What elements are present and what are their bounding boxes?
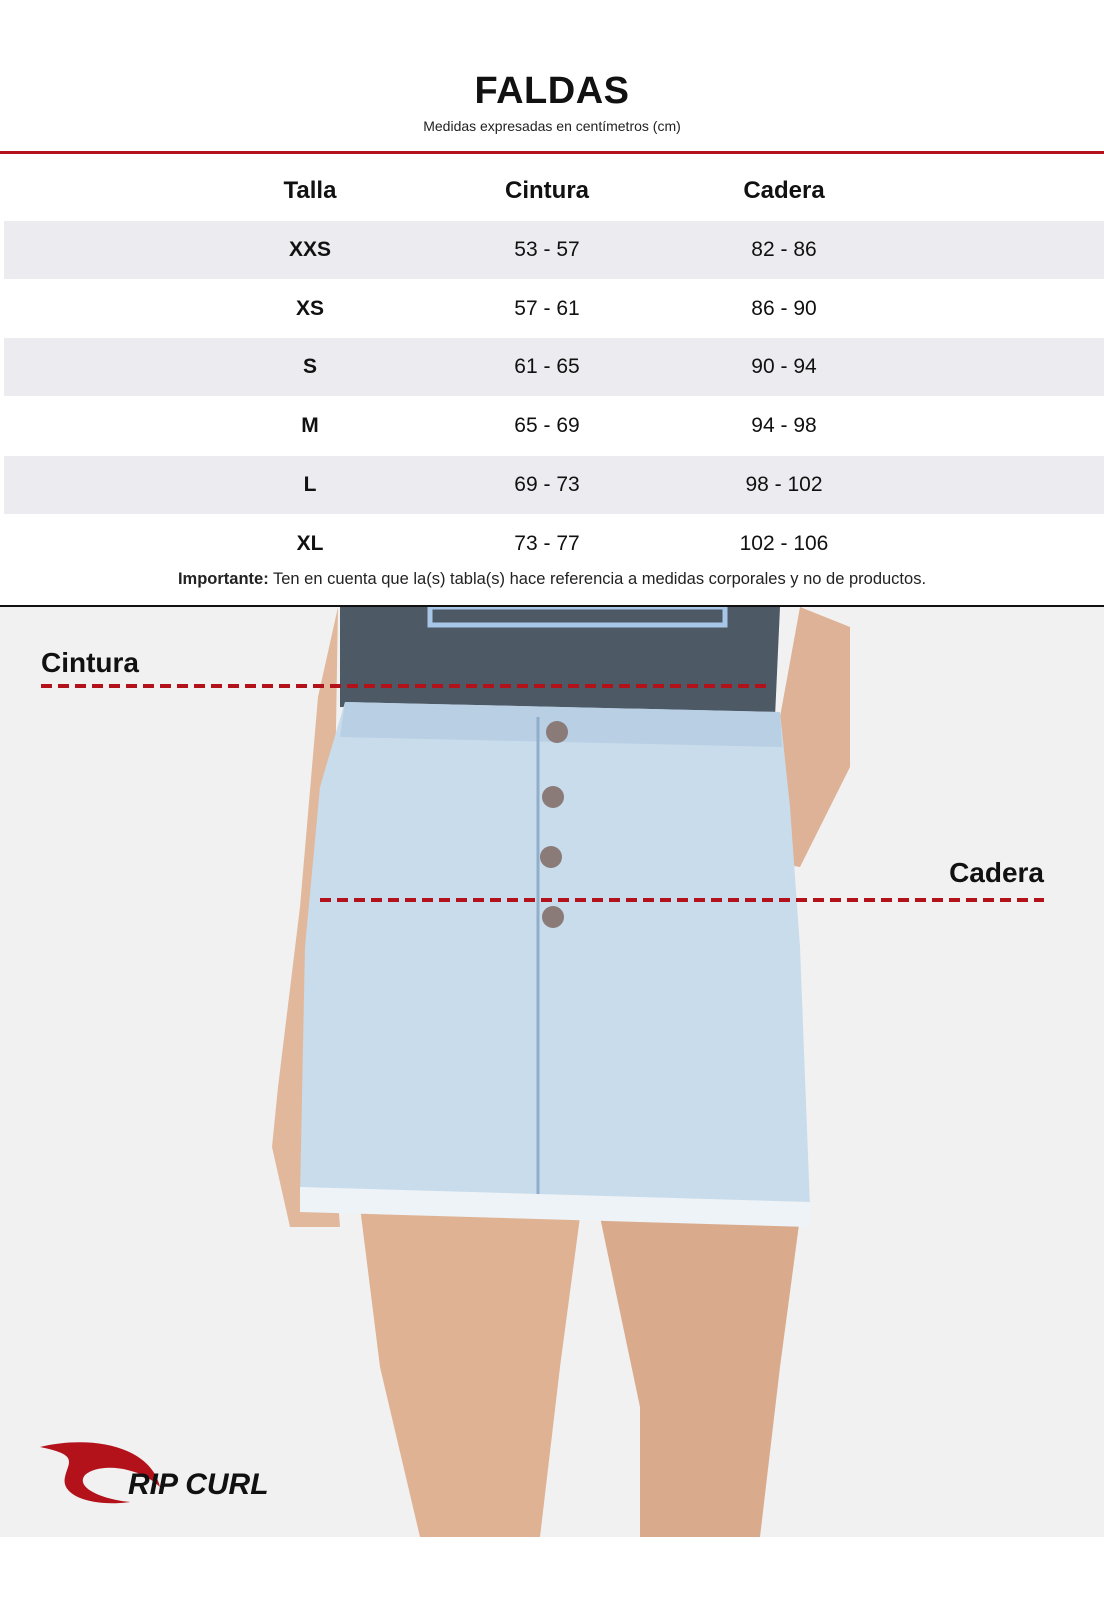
- hip-cell: 102 - 106: [739, 532, 829, 555]
- hip-cell: 86 - 90: [751, 297, 817, 320]
- waist-cell: 57 - 61: [514, 297, 580, 320]
- note-text: Ten en cuenta que la(s) tabla(s) hace re…: [268, 570, 927, 588]
- left-leg: [360, 1207, 580, 1537]
- wave-logo-icon: [40, 1442, 160, 1504]
- column-header-cadera: Cadera: [743, 177, 825, 204]
- waist-label: Cintura: [41, 647, 139, 678]
- table-row: XL 73 - 77 102 - 106: [4, 515, 1104, 573]
- hip-cell: 82 - 86: [751, 238, 817, 261]
- ripcurl-logo: RIP CURL: [40, 1442, 269, 1504]
- tshirt-print: [427, 604, 728, 628]
- waist-cell: 69 - 73: [514, 473, 580, 496]
- size-cell: S: [302, 355, 317, 378]
- right-leg: [600, 1217, 800, 1537]
- button: [546, 721, 568, 743]
- table-row: XXS 53 - 57 82 - 86: [4, 221, 1104, 279]
- page-title: FALDAS: [474, 70, 630, 112]
- column-header-talla: Talla: [283, 177, 337, 204]
- hip-cell: 98 - 102: [745, 473, 823, 496]
- waist-cell: 53 - 57: [514, 238, 580, 261]
- size-cell: XXS: [288, 238, 332, 261]
- header-divider: [0, 151, 1104, 154]
- frayed-hem: [300, 1187, 810, 1227]
- model-illustration: RIP CURL: [40, 604, 1044, 1537]
- table-row: S 61 - 65 90 - 94: [4, 338, 1104, 396]
- size-cell: XS: [295, 297, 324, 320]
- size-cell: M: [301, 414, 319, 437]
- page-subtitle: Medidas expresadas en centímetros (cm): [423, 118, 681, 134]
- denim-skirt: [300, 702, 810, 1207]
- waist-cell: 65 - 69: [514, 414, 580, 437]
- skirt-measurement-photo: RIP CURL Cintura Cadera: [0, 604, 1104, 1537]
- table-row: L 69 - 73 98 - 102: [4, 456, 1104, 514]
- logo-wordmark: RIP CURL: [128, 1468, 269, 1501]
- size-cell: XL: [296, 532, 324, 555]
- important-note: Importante: Ten en cuenta que la(s) tabl…: [0, 570, 1104, 589]
- column-header-cintura: Cintura: [505, 177, 589, 204]
- waist-cell: 61 - 65: [514, 355, 580, 378]
- tshirt: [340, 607, 780, 717]
- button: [540, 846, 562, 868]
- hip-cell: 90 - 94: [751, 355, 817, 378]
- hip-cell: 94 - 98: [751, 414, 817, 437]
- note-label: Importante:: [177, 570, 269, 588]
- table-row: M 65 - 69 94 - 98: [4, 397, 1104, 455]
- hip-label: Cadera: [949, 857, 1044, 888]
- button: [542, 906, 564, 928]
- size-cell: L: [303, 473, 317, 496]
- table-header-row: Talla Cintura Cadera: [4, 162, 1104, 220]
- waist-cell: 73 - 77: [514, 532, 580, 555]
- button: [542, 786, 564, 808]
- table-row: XS 57 - 61 86 - 90: [4, 280, 1104, 338]
